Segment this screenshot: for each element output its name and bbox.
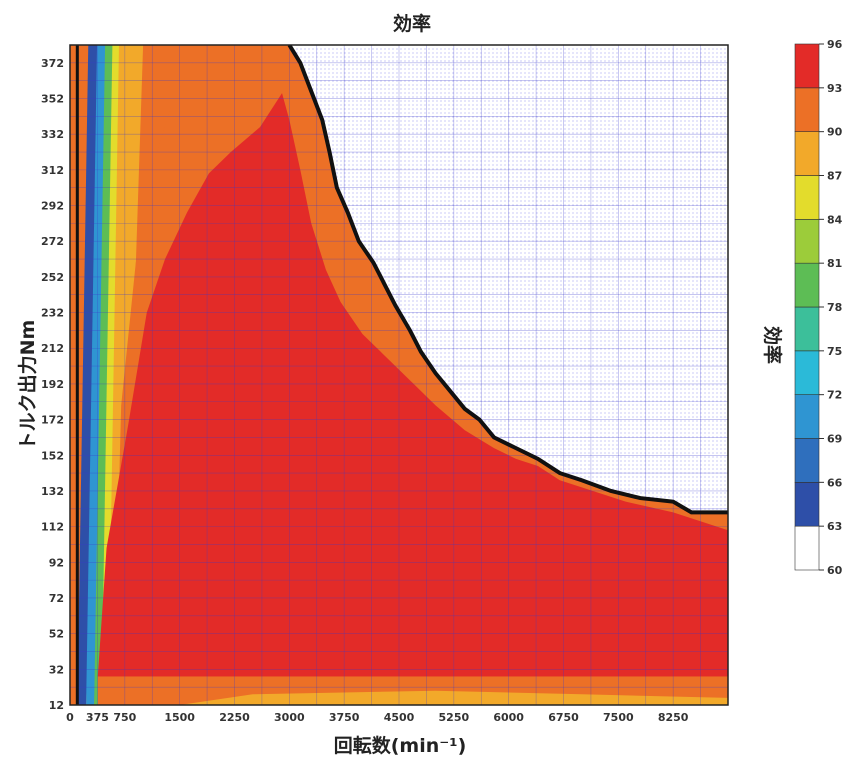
y-axis-ticks: 12 32 52 72 92 112 132 152 172 192 212 232 252 272 292… xyxy=(41,57,64,712)
y-tick-label: 352 xyxy=(41,93,64,106)
colorbar-tick-label: 72 xyxy=(827,389,842,402)
x-tick-label: 3000 xyxy=(274,711,305,724)
colorbar-segment xyxy=(794,482,820,527)
x-tick-label: 1500 xyxy=(164,711,195,724)
colorbar-segment xyxy=(794,350,820,395)
x-tick-label: 750 xyxy=(113,711,136,724)
x-tick-label: 375 xyxy=(86,711,109,724)
x-tick-label: 8250 xyxy=(658,711,689,724)
x-tick-label: 2250 xyxy=(219,711,250,724)
colorbar-segment xyxy=(794,43,820,89)
colorbar-tick-label: 96 xyxy=(827,38,843,51)
x-tick-label: 7500 xyxy=(603,711,634,724)
colorbar-tick-label: 60 xyxy=(827,564,843,577)
y-tick-label: 12 xyxy=(49,699,64,712)
x-axis-label: 回転数(min⁻¹) xyxy=(334,734,467,757)
x-tick-label: 5250 xyxy=(439,711,470,724)
colorbar-tick-label: 87 xyxy=(827,170,842,183)
y-tick-label: 192 xyxy=(41,378,64,391)
y-tick-label: 232 xyxy=(41,307,64,320)
colorbar: 60 63 66 69 72 75 78 81 84 87 90 93 96 xyxy=(794,38,843,577)
colorbar-segment xyxy=(794,306,820,352)
colorbar-tick-label: 90 xyxy=(827,126,843,139)
colorbar-tick-label: 78 xyxy=(827,301,842,314)
y-tick-label: 112 xyxy=(41,521,64,534)
colorbar-segment xyxy=(794,131,820,176)
colorbar-segment xyxy=(794,394,820,439)
colorbar-tick-label: 93 xyxy=(827,82,842,95)
y-tick-label: 292 xyxy=(41,200,64,213)
low-torque-band-87 xyxy=(179,690,728,705)
colorbar-tick-label: 66 xyxy=(827,476,843,489)
plot-area xyxy=(69,44,729,706)
x-tick-label: 4500 xyxy=(384,711,415,724)
efficiency-zone-96 xyxy=(97,93,728,677)
x-axis-ticks: 0 375 750 1500 2250 3000 3750 4500 5250 6000 6750 7… xyxy=(66,711,689,724)
x-tick-label: 6750 xyxy=(548,711,579,724)
x-tick-label: 3750 xyxy=(329,711,360,724)
colorbar-segment xyxy=(794,438,820,483)
non-operating-dots xyxy=(289,45,728,513)
colorbar-tick-label: 84 xyxy=(827,213,843,226)
y-tick-label: 252 xyxy=(41,271,64,284)
y-tick-label: 172 xyxy=(41,414,64,427)
colorbar-tick-label: 69 xyxy=(827,433,842,446)
plot-frame xyxy=(69,44,729,706)
chart-title: 効率 xyxy=(393,12,431,35)
y-tick-label: 52 xyxy=(49,628,64,641)
colorbar-segment xyxy=(794,525,820,571)
colorbar-segment xyxy=(794,87,820,132)
y-axis-label: トルク出力Nm xyxy=(16,320,39,451)
colorbar-label: 効率 xyxy=(761,326,784,364)
y-tick-label: 72 xyxy=(49,592,64,605)
y-tick-label: 132 xyxy=(41,485,64,498)
y-tick-label: 32 xyxy=(49,663,64,676)
y-tick-label: 92 xyxy=(49,556,64,569)
colorbar-tick-label: 63 xyxy=(827,520,842,533)
y-tick-label: 332 xyxy=(41,128,64,141)
colorbar-segment xyxy=(794,219,820,264)
colorbar-tick-label: 75 xyxy=(827,345,842,358)
y-tick-label: 312 xyxy=(41,164,64,177)
x-tick-label: 6000 xyxy=(493,711,524,724)
colorbar-segment xyxy=(794,175,820,220)
x-tick-label: 0 xyxy=(66,711,74,724)
max-torque-boundary xyxy=(287,45,728,515)
y-tick-label: 152 xyxy=(41,449,64,462)
colorbar-segment xyxy=(794,262,820,308)
y-tick-label: 212 xyxy=(41,342,64,355)
y-tick-label: 272 xyxy=(41,235,64,248)
colorbar-tick-label: 81 xyxy=(827,257,842,270)
y-tick-label: 372 xyxy=(41,57,64,70)
